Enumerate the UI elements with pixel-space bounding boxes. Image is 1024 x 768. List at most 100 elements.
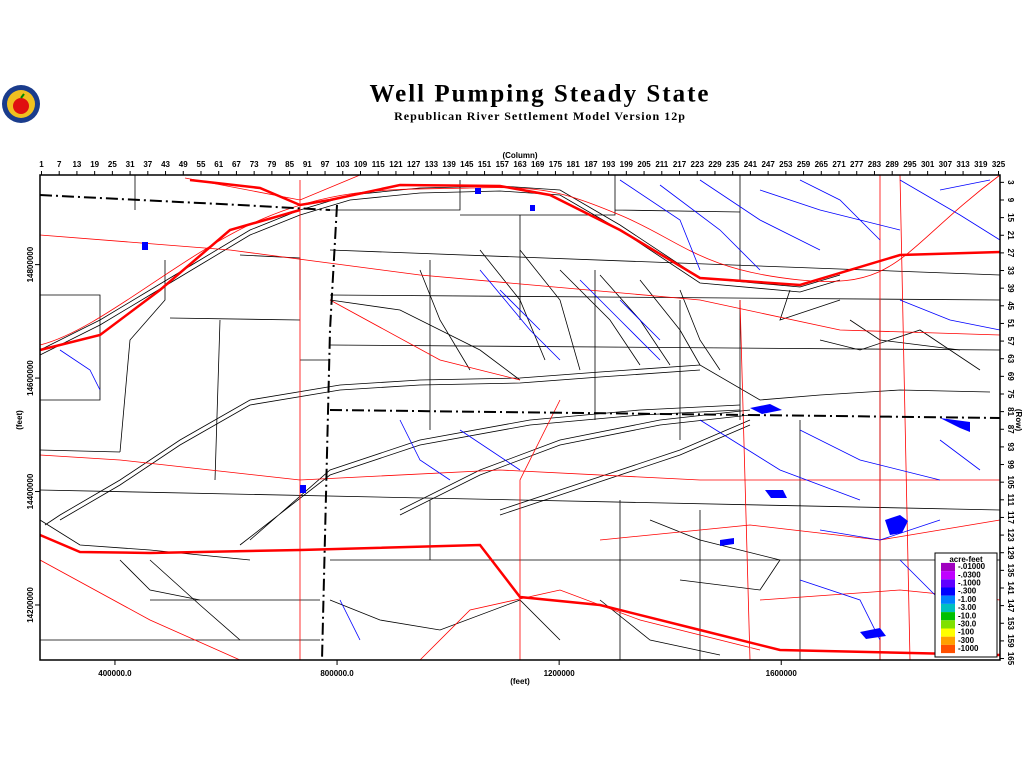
y-tick-label: 14400000 bbox=[26, 473, 35, 509]
column-tick-label: 49 bbox=[179, 160, 188, 169]
column-tick-label: 115 bbox=[372, 160, 385, 169]
row-tick-label: 123 bbox=[1006, 528, 1015, 542]
row-tick-label: 165 bbox=[1006, 652, 1015, 666]
row-tick-label: 21 bbox=[1006, 231, 1015, 240]
column-axis-title: (Column) bbox=[502, 151, 537, 160]
column-tick-label: 97 bbox=[321, 160, 330, 169]
streams bbox=[59, 179, 1001, 641]
legend-swatch bbox=[941, 595, 955, 604]
column-tick-label: 265 bbox=[815, 160, 829, 169]
row-tick-label: 153 bbox=[1006, 617, 1015, 631]
column-tick-label: 151 bbox=[478, 160, 492, 169]
column-tick-label: 235 bbox=[726, 160, 740, 169]
column-tick-label: 109 bbox=[354, 160, 368, 169]
legend-label: -100 bbox=[958, 628, 975, 637]
column-tick-label: 229 bbox=[708, 160, 722, 169]
column-tick-label: 253 bbox=[779, 160, 793, 169]
column-tick-label: 13 bbox=[72, 160, 81, 169]
row-tick-label: 87 bbox=[1006, 425, 1015, 434]
row-tick-label: 3 bbox=[1006, 180, 1015, 185]
column-tick-label: 37 bbox=[143, 160, 152, 169]
logo bbox=[2, 85, 40, 123]
column-tick-label: 199 bbox=[620, 160, 634, 169]
tick-group: 1 7 13 19 25 31 37 43 49 55 61 67 73 79 85 91 97 103 109 11… bbox=[26, 160, 1015, 678]
row-tick-label: 99 bbox=[1006, 460, 1015, 469]
row-tick-label: 111 bbox=[1006, 494, 1015, 507]
legend-swatch bbox=[941, 612, 955, 621]
x-axis-title: (feet) bbox=[510, 677, 530, 686]
row-tick-label: 117 bbox=[1006, 511, 1015, 524]
row-tick-label: 51 bbox=[1006, 319, 1015, 328]
column-tick-label: 259 bbox=[797, 160, 811, 169]
row-tick-label: 135 bbox=[1006, 564, 1015, 578]
column-tick-label: 85 bbox=[285, 160, 294, 169]
title: Well Pumping Steady State bbox=[370, 81, 711, 108]
column-tick-label: 103 bbox=[336, 160, 350, 169]
column-tick-label: 307 bbox=[939, 160, 953, 169]
column-tick-label: 223 bbox=[691, 160, 705, 169]
column-tick-label: 241 bbox=[744, 160, 758, 169]
column-tick-label: 43 bbox=[161, 160, 170, 169]
column-tick-label: 61 bbox=[214, 160, 223, 169]
column-tick-label: 73 bbox=[250, 160, 259, 169]
column-tick-label: 301 bbox=[921, 160, 935, 169]
legend-label: -1.00 bbox=[958, 595, 977, 604]
row-tick-label: 159 bbox=[1006, 634, 1015, 648]
column-tick-label: 133 bbox=[425, 160, 439, 169]
x-tick-label: 800000.0 bbox=[320, 669, 354, 678]
column-tick-label: 25 bbox=[108, 160, 117, 169]
y-axis-title: (feet) bbox=[15, 410, 24, 430]
legend-label: -.01000 bbox=[958, 562, 986, 571]
legend-swatch bbox=[941, 636, 955, 645]
column-tick-label: 19 bbox=[90, 160, 99, 169]
legend-swatch bbox=[941, 603, 955, 613]
subtitle: Republican River Settlement Model Versio… bbox=[394, 109, 686, 123]
x-tick-label: 1600000 bbox=[766, 669, 798, 678]
legend-label: -.1000 bbox=[958, 579, 981, 588]
column-tick-label: 247 bbox=[761, 160, 775, 169]
row-tick-label: 69 bbox=[1006, 372, 1015, 381]
column-tick-label: 283 bbox=[868, 160, 882, 169]
row-tick-label: 93 bbox=[1006, 442, 1015, 451]
legend-swatch bbox=[941, 644, 955, 654]
column-tick-label: 157 bbox=[496, 160, 510, 169]
row-tick-label: 129 bbox=[1006, 546, 1015, 560]
column-tick-label: 289 bbox=[886, 160, 900, 169]
row-tick-label: 27 bbox=[1006, 248, 1015, 257]
column-tick-label: 211 bbox=[655, 160, 668, 169]
legend-swatch bbox=[941, 579, 955, 588]
map-frame bbox=[39, 174, 1001, 661]
column-tick-label: 91 bbox=[303, 160, 312, 169]
column-tick-label: 193 bbox=[602, 160, 616, 169]
column-tick-label: 55 bbox=[197, 160, 206, 169]
row-tick-label: 33 bbox=[1006, 266, 1015, 275]
legend-label: -30.0 bbox=[958, 620, 977, 629]
column-tick-label: 67 bbox=[232, 160, 241, 169]
x-tick-label: 400000.0 bbox=[98, 669, 132, 678]
column-tick-label: 139 bbox=[442, 160, 456, 169]
column-tick-label: 31 bbox=[126, 160, 135, 169]
legend-swatch bbox=[941, 587, 955, 596]
row-tick-label: 81 bbox=[1006, 407, 1015, 416]
major-rivers bbox=[39, 178, 1001, 657]
column-tick-label: 217 bbox=[673, 160, 687, 169]
legend-label: -1000 bbox=[958, 644, 979, 653]
legend-label: -3.00 bbox=[958, 603, 977, 612]
legend-label: -.300 bbox=[958, 587, 977, 596]
column-tick-label: 121 bbox=[389, 160, 403, 169]
column-tick-label: 79 bbox=[267, 160, 276, 169]
legend: acre-feet -.01000-.0300-.1000-.300-1.00-… bbox=[934, 552, 998, 658]
state-boundary bbox=[39, 194, 1001, 661]
column-tick-label: 295 bbox=[903, 160, 917, 169]
y-tick-label: 14600000 bbox=[26, 360, 35, 396]
y-tick-label: 14800000 bbox=[26, 246, 35, 282]
column-tick-label: 313 bbox=[956, 160, 970, 169]
row-tick-label: 63 bbox=[1006, 354, 1015, 363]
column-tick-label: 127 bbox=[407, 160, 421, 169]
column-tick-label: 169 bbox=[531, 160, 545, 169]
row-tick-label: 9 bbox=[1006, 198, 1015, 203]
column-tick-label: 205 bbox=[637, 160, 651, 169]
map-features bbox=[39, 174, 1001, 661]
legend-label: -10.0 bbox=[958, 611, 977, 620]
